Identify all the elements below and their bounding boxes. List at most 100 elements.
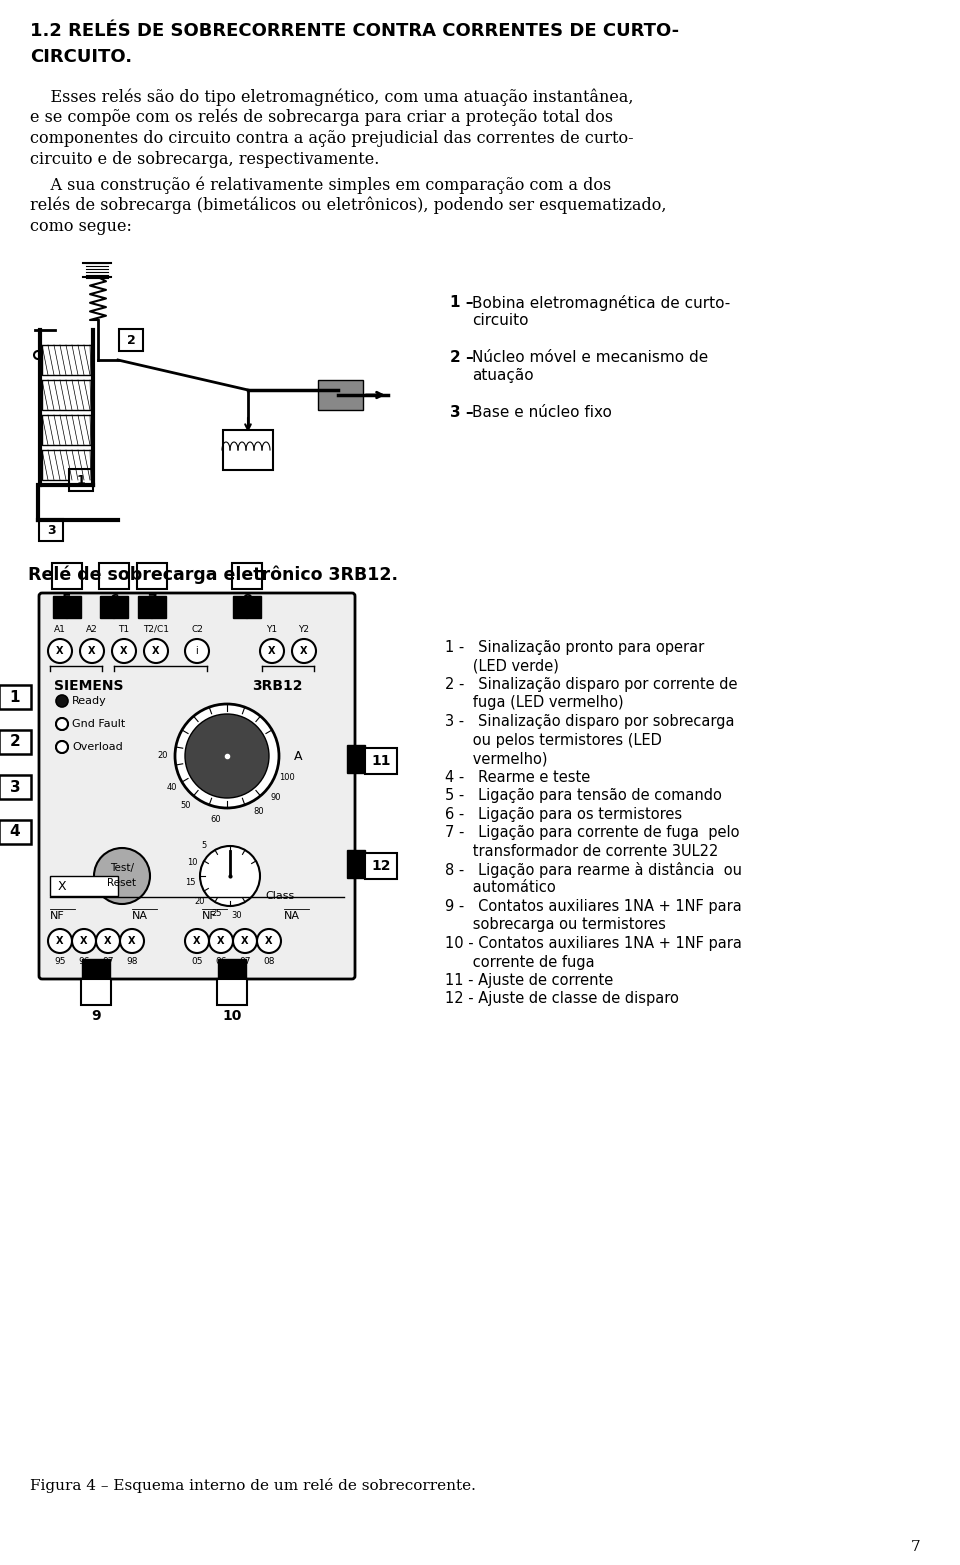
- Circle shape: [56, 740, 68, 753]
- Bar: [318, 380, 363, 410]
- Text: 8 -   Ligação para rearme à distância  ou: 8 - Ligação para rearme à distância ou: [445, 862, 742, 878]
- Text: 50: 50: [180, 801, 191, 809]
- Text: 08: 08: [263, 956, 275, 966]
- Circle shape: [209, 930, 233, 953]
- Text: Y2: Y2: [299, 624, 309, 634]
- FancyBboxPatch shape: [81, 980, 111, 1005]
- Text: circuito: circuito: [472, 313, 529, 329]
- Text: 25: 25: [211, 909, 222, 919]
- Text: Base e núcleo fixo: Base e núcleo fixo: [472, 405, 612, 419]
- Text: SIEMENS: SIEMENS: [54, 679, 124, 693]
- Text: X: X: [105, 936, 111, 945]
- Text: 3: 3: [47, 524, 56, 537]
- Text: 40: 40: [166, 784, 177, 792]
- Text: 5 -   Ligação para tensão de comando: 5 - Ligação para tensão de comando: [445, 789, 722, 803]
- Text: X: X: [217, 936, 225, 945]
- FancyBboxPatch shape: [119, 329, 143, 351]
- Text: transformador de corrente 3UL22: transformador de corrente 3UL22: [445, 844, 718, 859]
- FancyBboxPatch shape: [39, 520, 63, 541]
- Text: 2 -   Sinalização disparo por corrente de: 2 - Sinalização disparo por corrente de: [445, 678, 737, 692]
- FancyBboxPatch shape: [0, 685, 31, 709]
- Circle shape: [185, 639, 209, 664]
- Text: 30: 30: [231, 911, 242, 920]
- Text: circuito e de sobrecarga, respectivamente.: circuito e de sobrecarga, respectivament…: [30, 150, 379, 167]
- Text: 60: 60: [210, 814, 221, 823]
- FancyBboxPatch shape: [365, 853, 397, 880]
- Text: relés de sobrecarga (bimetálicos ou eletrônicos), podendo ser esquematizado,: relés de sobrecarga (bimetálicos ou elet…: [30, 197, 666, 214]
- Text: automático: automático: [445, 881, 556, 895]
- Text: 90: 90: [271, 792, 281, 801]
- Bar: [53, 596, 81, 618]
- Text: 9: 9: [91, 1009, 101, 1024]
- Text: A: A: [294, 750, 302, 762]
- Text: 5: 5: [202, 840, 207, 850]
- Text: X: X: [57, 936, 63, 945]
- Text: 2: 2: [127, 333, 135, 346]
- Circle shape: [185, 930, 209, 953]
- FancyBboxPatch shape: [0, 729, 31, 754]
- Text: 2 –: 2 –: [450, 351, 479, 365]
- Text: X: X: [58, 880, 66, 892]
- Text: 1.2 RELÉS DE SOBRECORRENTE CONTRA CORRENTES DE CURTO-: 1.2 RELÉS DE SOBRECORRENTE CONTRA CORREN…: [30, 22, 679, 41]
- Bar: [42, 415, 91, 444]
- Text: 20: 20: [194, 897, 204, 906]
- Text: corrente de fuga: corrente de fuga: [445, 955, 594, 969]
- Text: 11: 11: [372, 754, 391, 768]
- Circle shape: [72, 930, 96, 953]
- Text: Test/: Test/: [110, 862, 134, 873]
- Circle shape: [175, 704, 279, 808]
- Text: A1: A1: [54, 624, 66, 634]
- Text: fuga (LED vermelho): fuga (LED vermelho): [445, 695, 624, 711]
- FancyBboxPatch shape: [137, 563, 167, 588]
- Text: 1: 1: [10, 690, 20, 704]
- FancyBboxPatch shape: [0, 775, 31, 800]
- Text: 12 - Ajuste de classe de disparo: 12 - Ajuste de classe de disparo: [445, 992, 679, 1006]
- Text: 7: 7: [147, 593, 156, 607]
- FancyBboxPatch shape: [69, 470, 93, 491]
- Text: 15: 15: [185, 878, 196, 887]
- Text: A2: A2: [86, 624, 98, 634]
- FancyBboxPatch shape: [39, 593, 355, 980]
- Circle shape: [56, 740, 68, 753]
- Text: Relé de sobrecarga eletrônico 3RB12.: Relé de sobrecarga eletrônico 3RB12.: [28, 565, 398, 584]
- Bar: [82, 959, 110, 981]
- Text: 95: 95: [55, 956, 65, 966]
- Text: T2/C1: T2/C1: [143, 624, 169, 634]
- Circle shape: [48, 639, 72, 664]
- Bar: [100, 596, 128, 618]
- Bar: [42, 451, 91, 480]
- Text: NA: NA: [132, 911, 148, 920]
- Bar: [347, 745, 365, 773]
- Circle shape: [260, 639, 284, 664]
- Bar: [50, 876, 118, 897]
- Circle shape: [48, 930, 72, 953]
- Text: 3: 3: [10, 779, 20, 795]
- Text: 11 - Ajuste de corrente: 11 - Ajuste de corrente: [445, 973, 613, 988]
- Circle shape: [233, 930, 257, 953]
- Text: X: X: [120, 646, 128, 656]
- Circle shape: [144, 639, 168, 664]
- Text: Ready: Ready: [72, 696, 107, 706]
- Text: (LED verde): (LED verde): [445, 659, 559, 673]
- Bar: [42, 380, 91, 410]
- Circle shape: [96, 930, 120, 953]
- Text: 10 - Contatos auxiliares 1NA + 1NF para: 10 - Contatos auxiliares 1NA + 1NF para: [445, 936, 742, 952]
- Text: Núcleo móvel e mecanismo de: Núcleo móvel e mecanismo de: [472, 351, 708, 365]
- Circle shape: [200, 847, 260, 906]
- Text: X: X: [265, 936, 273, 945]
- Text: 1: 1: [77, 474, 85, 487]
- Text: 20: 20: [157, 751, 168, 761]
- FancyBboxPatch shape: [99, 563, 129, 588]
- Text: 3RB12: 3RB12: [252, 679, 302, 693]
- Text: 07: 07: [239, 956, 251, 966]
- Text: 80: 80: [253, 808, 264, 815]
- Text: ou pelos termistores (LED: ou pelos termistores (LED: [445, 732, 661, 748]
- Text: C2: C2: [191, 624, 203, 634]
- Text: 96: 96: [79, 956, 89, 966]
- Text: 10: 10: [187, 858, 198, 867]
- Text: Bobina eletromagnética de curto-: Bobina eletromagnética de curto-: [472, 294, 731, 311]
- Text: 3 -   Sinalização disparo por sobrecarga: 3 - Sinalização disparo por sobrecarga: [445, 714, 734, 729]
- Text: 5: 5: [62, 593, 72, 607]
- Circle shape: [80, 639, 104, 664]
- Circle shape: [56, 718, 68, 729]
